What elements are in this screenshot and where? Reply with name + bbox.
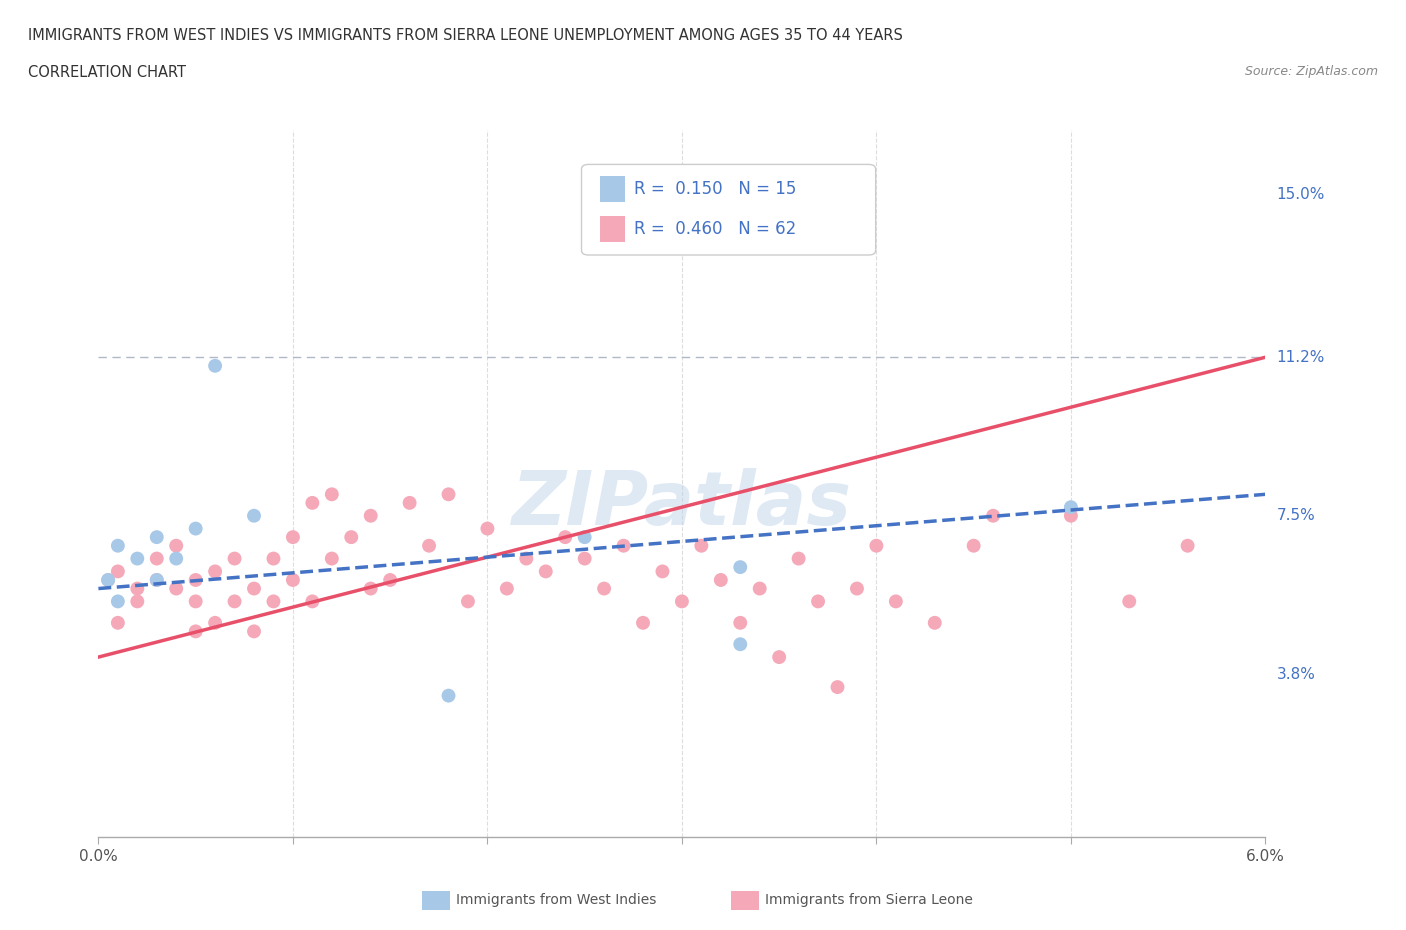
- Point: [437, 487, 460, 502]
- Text: Immigrants from West Indies: Immigrants from West Indies: [456, 893, 657, 908]
- Point: [593, 581, 616, 596]
- Point: [301, 496, 323, 511]
- Point: [360, 581, 382, 596]
- Point: [165, 538, 187, 553]
- Point: [418, 538, 440, 553]
- Point: [807, 594, 830, 609]
- Point: [690, 538, 713, 553]
- Point: [496, 581, 519, 596]
- Point: [184, 624, 207, 639]
- Text: ZIPatlas: ZIPatlas: [512, 469, 852, 541]
- Point: [281, 573, 304, 588]
- Text: Immigrants from Sierra Leone: Immigrants from Sierra Leone: [765, 893, 973, 908]
- Point: [224, 594, 246, 609]
- Point: [97, 573, 120, 588]
- Point: [554, 530, 576, 545]
- Point: [204, 564, 226, 578]
- Point: [1060, 499, 1083, 514]
- Point: [730, 560, 752, 575]
- Point: [165, 581, 187, 596]
- Text: 3.8%: 3.8%: [1277, 667, 1316, 682]
- Point: [146, 573, 169, 588]
- Point: [107, 538, 129, 553]
- Point: [224, 551, 246, 566]
- Point: [204, 358, 226, 373]
- Point: [671, 594, 693, 609]
- Text: 11.2%: 11.2%: [1277, 350, 1324, 365]
- Point: [184, 594, 207, 609]
- Point: [613, 538, 636, 553]
- Point: [631, 616, 654, 631]
- Point: [127, 581, 149, 596]
- Point: [184, 573, 207, 588]
- Point: [243, 581, 266, 596]
- Point: [884, 594, 907, 609]
- Point: [865, 538, 887, 553]
- Point: [962, 538, 984, 553]
- Point: [651, 564, 673, 578]
- Point: [107, 594, 129, 609]
- Point: [748, 581, 770, 596]
- Point: [301, 594, 323, 609]
- Point: [710, 573, 733, 588]
- Point: [981, 509, 1004, 524]
- Text: CORRELATION CHART: CORRELATION CHART: [28, 65, 186, 80]
- Point: [730, 637, 752, 652]
- Point: [146, 530, 169, 545]
- Point: [146, 573, 169, 588]
- Text: R =  0.150   N = 15: R = 0.150 N = 15: [634, 179, 796, 197]
- Text: IMMIGRANTS FROM WEST INDIES VS IMMIGRANTS FROM SIERRA LEONE UNEMPLOYMENT AMONG A: IMMIGRANTS FROM WEST INDIES VS IMMIGRANT…: [28, 28, 903, 43]
- Point: [97, 573, 120, 588]
- Point: [243, 509, 266, 524]
- Point: [281, 530, 304, 545]
- Point: [107, 564, 129, 578]
- Point: [321, 551, 343, 566]
- Point: [127, 594, 149, 609]
- Point: [380, 573, 402, 588]
- Point: [515, 551, 537, 566]
- Text: 7.5%: 7.5%: [1277, 508, 1315, 524]
- Point: [730, 616, 752, 631]
- Point: [827, 680, 849, 695]
- Point: [262, 551, 284, 566]
- Point: [398, 496, 420, 511]
- Point: [1060, 509, 1083, 524]
- Point: [107, 616, 129, 631]
- Point: [321, 487, 343, 502]
- Point: [146, 551, 169, 566]
- Point: [574, 530, 596, 545]
- Point: [437, 688, 460, 703]
- Point: [1118, 594, 1140, 609]
- Point: [846, 581, 869, 596]
- Point: [243, 624, 266, 639]
- Point: [534, 564, 557, 578]
- Point: [184, 521, 207, 536]
- Text: Source: ZipAtlas.com: Source: ZipAtlas.com: [1244, 65, 1378, 78]
- Point: [165, 551, 187, 566]
- Text: 15.0%: 15.0%: [1277, 187, 1324, 202]
- Point: [204, 616, 226, 631]
- Point: [574, 551, 596, 566]
- Point: [477, 521, 499, 536]
- Point: [924, 616, 946, 631]
- Text: R =  0.460   N = 62: R = 0.460 N = 62: [634, 220, 796, 238]
- Point: [1177, 538, 1199, 553]
- Point: [768, 650, 790, 665]
- Point: [127, 551, 149, 566]
- Point: [787, 551, 810, 566]
- Point: [262, 594, 284, 609]
- Point: [340, 530, 363, 545]
- Point: [360, 509, 382, 524]
- Point: [457, 594, 479, 609]
